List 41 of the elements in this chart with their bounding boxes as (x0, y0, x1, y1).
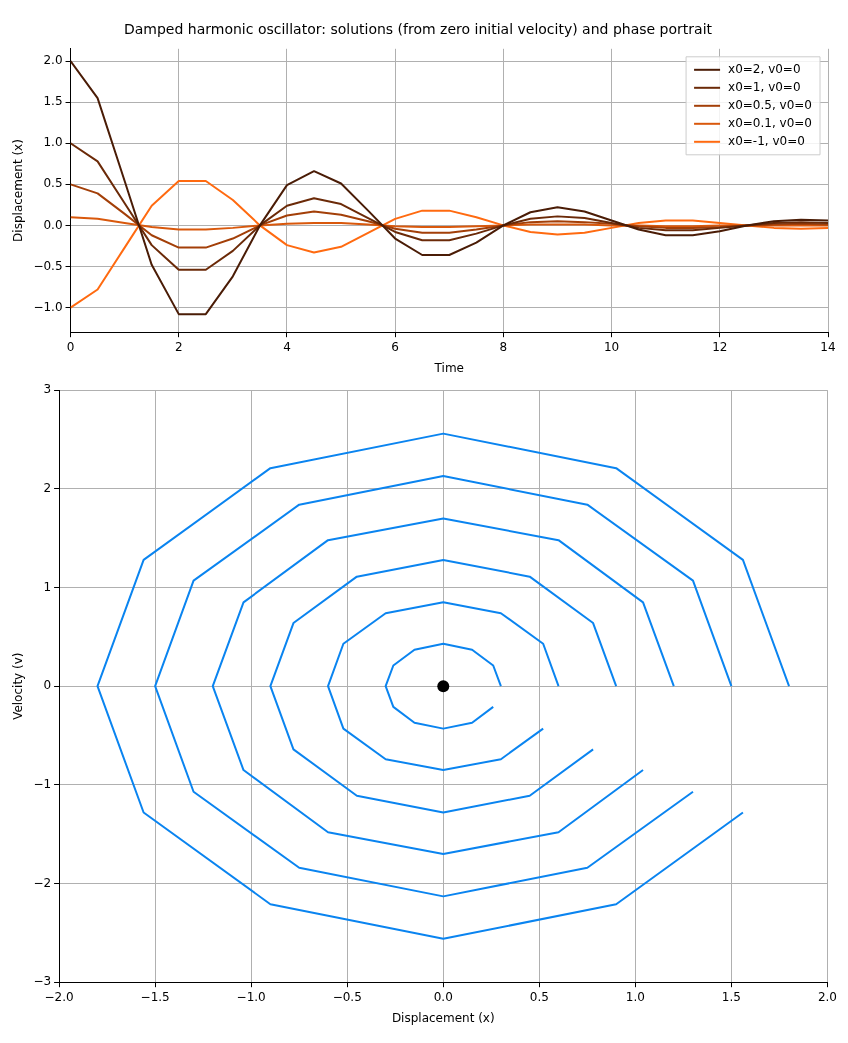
legend-label: x0=1, v0=0 (728, 79, 801, 94)
x-axis-title: Displacement (x) (391, 1010, 495, 1025)
x-tick-label: 0 (66, 339, 75, 354)
x-tick-label: 10 (603, 339, 620, 354)
x-tick-label: 14 (820, 339, 836, 354)
x-tick-label: 0.5 (529, 989, 549, 1004)
y-axis-title: Displacement (x) (11, 139, 26, 242)
y-tick-label: 0 (43, 678, 52, 693)
x-tick-label: 6 (391, 339, 399, 354)
legend-label: x0=2, v0=0 (728, 61, 801, 76)
x-tick-label: 0.0 (433, 989, 453, 1004)
y-tick-label: −0.5 (33, 258, 63, 273)
y-tick-label: 0.0 (43, 217, 63, 232)
chart-title: Damped harmonic oscillator: solutions (from zero initial velocity) and phase portrait (123, 21, 713, 38)
y-tick-label: 1 (43, 579, 52, 594)
y-tick-label: −2 (33, 875, 52, 890)
legend-label: x0=0.1, v0=0 (728, 115, 813, 130)
x-tick-label: 2 (174, 339, 183, 354)
x-tick-label: 12 (712, 339, 728, 354)
y-tick-label: 3 (43, 382, 52, 397)
y-axis-title: Velocity (v) (11, 652, 26, 720)
y-tick-label: −1 (33, 776, 52, 791)
x-tick-label: 1.5 (721, 989, 741, 1004)
x-tick-label: −1.0 (236, 989, 266, 1004)
x-tick-label: 2.0 (817, 989, 837, 1004)
y-tick-label: 2 (43, 480, 52, 495)
y-tick-label: 0.5 (43, 176, 63, 191)
y-tick-label: 1.5 (43, 94, 63, 109)
x-tick-label: −1.5 (140, 989, 170, 1004)
x-tick-label: −2.0 (44, 989, 74, 1004)
x-tick-label: 8 (499, 339, 508, 354)
y-tick-label: 2.0 (43, 53, 63, 68)
y-tick-label: 1.0 (43, 135, 63, 150)
y-tick-label: −3 (33, 974, 52, 989)
x-tick-label: 4 (283, 339, 291, 354)
x-tick-label: 1.0 (625, 989, 645, 1004)
x-tick-label: −0.5 (332, 989, 362, 1004)
legend-label: x0=-1, v0=0 (728, 133, 805, 148)
y-tick-label: −1.0 (33, 299, 63, 314)
x-axis-title: Time (433, 360, 464, 375)
legend-label: x0=0.5, v0=0 (728, 97, 813, 112)
